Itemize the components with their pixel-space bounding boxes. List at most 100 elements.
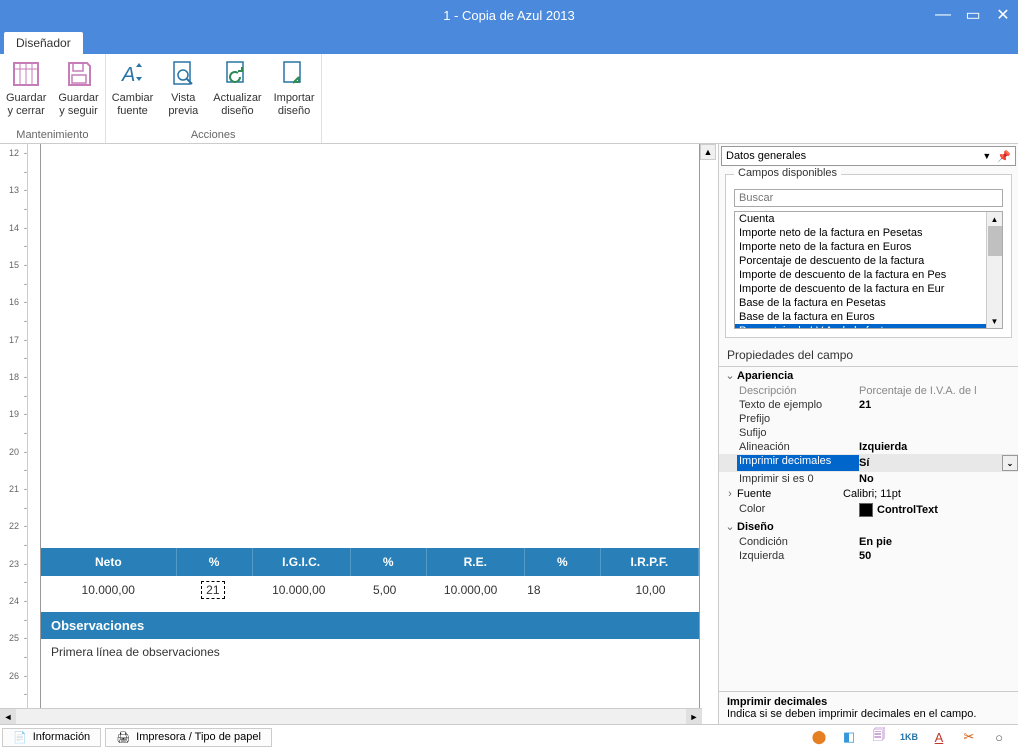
th-re: R.E. [427,548,525,576]
desc-title: Imprimir decimales [727,696,1010,708]
status-info-tab[interactable]: 📄 Información [2,728,101,747]
obs-line1[interactable]: Primera línea de observaciones [51,645,689,659]
scroll-up-arrow[interactable]: ▲ [987,212,1002,226]
td-irpf[interactable]: 10,00 [602,576,699,604]
table-row: 10.000,00 21 10.000,00 5,00 10.000,00 18… [41,576,699,604]
ribbon-group-maintenance: Guardary cerrar Guardary seguir Mantenim… [0,54,106,143]
cat-apariencia[interactable]: ⌄Apariencia [719,367,1018,384]
td-igic[interactable]: 10.000,00 [250,576,347,604]
td-re[interactable]: 10.000,00 [422,576,519,604]
info-icon: 📄 [13,731,27,744]
svg-text:A: A [121,64,135,86]
color-swatch [859,503,873,517]
field-item[interactable]: Base de la factura en Pesetas [735,296,1002,310]
th-pct3: % [525,548,601,576]
prop-sufijo[interactable]: Sufijo [719,426,1018,440]
tool-icon-4[interactable]: 1KB [900,728,918,746]
import-design-button[interactable]: Importardiseño [268,54,321,127]
ribbon-group-maintenance-label: Mantenimiento [0,127,105,143]
field-list-scrollbar[interactable]: ▲ ▼ [986,212,1002,328]
cat-fuente[interactable]: ›FuenteCalibri; 11pt [719,486,1018,502]
th-pct1: % [177,548,253,576]
save-close-icon [10,58,42,90]
tool-icon-1[interactable]: ⬤ [810,728,828,746]
save-close-button[interactable]: Guardary cerrar [0,54,52,127]
prop-prefijo[interactable]: Prefijo [719,412,1018,426]
save-continue-icon [63,58,95,90]
prop-texto[interactable]: Texto de ejemplo21 [719,398,1018,412]
td-pct2[interactable]: 5,00 [347,576,422,604]
th-pct2: % [351,548,427,576]
minimize-button[interactable]: ― [928,0,958,30]
field-item[interactable]: Importe neto de la factura en Euros [735,240,1002,254]
preview-button[interactable]: Vistaprevia [159,54,207,127]
save-close-label: Guardary cerrar [6,92,46,118]
tool-icon-2[interactable]: ◧ [840,728,858,746]
scroll-left-button[interactable]: ◄ [0,709,16,725]
observations-body: Primera línea de observaciones [41,639,699,665]
ribbon: Guardary cerrar Guardary seguir Mantenim… [0,54,1018,144]
update-design-label: Actualizardiseño [213,92,261,118]
tab-designer[interactable]: Diseñador [4,32,83,54]
th-neto: Neto [41,548,177,576]
properties-grid: ⌄Apariencia DescripciónPorcentaje de I.V… [719,367,1018,691]
prop-imprimir-decimales[interactable]: Imprimir decimalesSí⌄ [719,454,1018,472]
designer-canvas[interactable]: 12-13-14-15-16-17-18-19-20-21-22-23-24-2… [0,144,718,724]
pin-icon[interactable]: 📌 [997,150,1011,163]
side-panel: Datos generales ▼ 📌 Campos disponibles C… [718,144,1018,724]
prop-izquierda[interactable]: Izquierda50 [719,549,1018,563]
import-design-icon [278,58,310,90]
maximize-button[interactable]: ▭ [958,0,988,30]
scroll-down-arrow[interactable]: ▼ [987,314,1002,328]
tool-icon-5[interactable]: A [930,728,948,746]
status-icons: ⬤ ◧ 🗐 1KB A ✂ ○ [810,728,1018,746]
field-item[interactable]: Base de la factura en Euros [735,310,1002,324]
status-info-label: Información [33,731,90,743]
desc-body: Indica si se deben imprimir decimales en… [727,708,1010,720]
statusbar: 📄 Información 🖨 Impresora / Tipo de pape… [0,724,1018,749]
field-item[interactable]: Porcentaje de I.V.A. de la factura [735,324,1002,329]
vertical-ruler: 12-13-14-15-16-17-18-19-20-21-22-23-24-2… [0,144,28,724]
field-item[interactable]: Porcentaje de descuento de la factura [735,254,1002,268]
panel-dropdown[interactable]: Datos generales ▼ 📌 [721,146,1016,166]
status-printer-tab[interactable]: 🖨 Impresora / Tipo de papel [105,728,272,747]
scroll-right-button[interactable]: ► [686,709,702,725]
horizontal-scrollbar[interactable]: ◄ ► [0,708,702,724]
field-item[interactable]: Cuenta [735,212,1002,226]
change-font-icon: A [117,58,149,90]
prop-alineacion[interactable]: AlineaciónIzquierda [719,440,1018,454]
td-pct3[interactable]: 18 [519,576,602,604]
cat-diseno[interactable]: ⌄Diseño [719,518,1018,535]
prop-condicion[interactable]: CondiciónEn pie [719,535,1018,549]
scroll-thumb[interactable] [988,226,1002,256]
save-continue-label: Guardary seguir [58,92,98,118]
field-item[interactable]: Importe de descuento de la factura en Pe… [735,268,1002,282]
properties-header: Propiedades del campo [719,344,1018,367]
ribbon-tabbar: Diseñador [0,30,1018,54]
tool-icon-7[interactable]: ○ [990,728,1008,746]
tool-icon-6[interactable]: ✂ [960,728,978,746]
property-description: Imprimir decimales Indica si se deben im… [719,691,1018,724]
field-list[interactable]: CuentaImporte neto de la factura en Pese… [734,211,1003,329]
prop-color[interactable]: ColorControlText [719,502,1018,518]
change-font-button[interactable]: A Cambiarfuente [106,54,160,127]
close-button[interactable]: ✕ [988,0,1018,30]
save-continue-button[interactable]: Guardary seguir [52,54,104,127]
td-pct1[interactable]: 21 [175,576,250,604]
field-item[interactable]: Importe de descuento de la factura en Eu… [735,282,1002,296]
field-item[interactable]: Importe neto de la factura en Pesetas [735,226,1002,240]
dropdown-icon[interactable]: ⌄ [1002,455,1018,471]
td-neto[interactable]: 10.000,00 [41,576,175,604]
ribbon-group-actions: A Cambiarfuente Vistaprevia Actualizardi… [106,54,322,143]
preview-label: Vistaprevia [168,92,198,118]
prop-imprimir0[interactable]: Imprimir si es 0No [719,472,1018,486]
fields-groupbox: Campos disponibles CuentaImporte neto de… [725,174,1012,338]
selected-field[interactable]: 21 [201,581,224,599]
change-font-label: Cambiarfuente [112,92,154,118]
search-input[interactable] [734,189,1003,207]
update-design-button[interactable]: Actualizardiseño [207,54,267,127]
preview-icon [167,58,199,90]
prop-descripcion[interactable]: DescripciónPorcentaje de I.V.A. de l [719,384,1018,398]
fields-legend: Campos disponibles [734,167,841,179]
tool-icon-3[interactable]: 🗐 [870,728,888,746]
